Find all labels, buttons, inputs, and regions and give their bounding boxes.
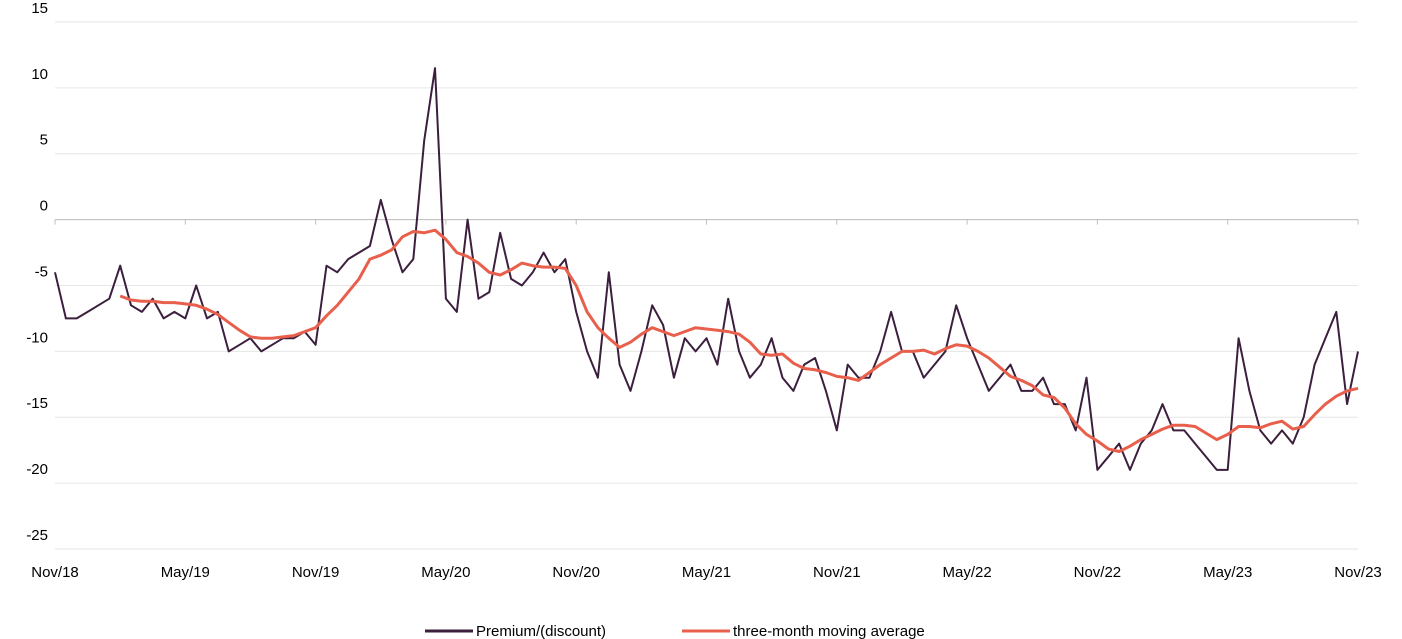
x-tick-label: Nov/20 — [552, 564, 600, 581]
series-line — [54, 67, 1359, 471]
x-tick-label: Nov/19 — [292, 564, 340, 581]
series-line — [119, 228, 1359, 453]
x-tick-label: Nov/21 — [813, 564, 861, 581]
x-tick-label: May/21 — [682, 564, 731, 581]
x-tick-label: Nov/23 — [1334, 564, 1382, 581]
x-tick-label: Nov/22 — [1074, 564, 1122, 581]
y-tick-label: 10 — [31, 66, 48, 83]
x-tick-label: Nov/18 — [31, 564, 79, 581]
x-tick-label: May/23 — [1203, 564, 1252, 581]
x-tick-label: May/22 — [942, 564, 991, 581]
y-tick-label: -25 — [26, 527, 48, 544]
y-tick-label: -5 — [35, 263, 48, 280]
x-tick-label: May/19 — [161, 564, 210, 581]
y-tick-label: -10 — [26, 329, 48, 346]
y-tick-label: -15 — [26, 395, 48, 412]
legend-label: Premium/(discount) — [476, 623, 606, 639]
legend-label: three-month moving average — [733, 623, 925, 639]
y-tick-label: 15 — [31, 0, 48, 17]
y-tick-label: 5 — [40, 132, 48, 149]
y-tick-label: 0 — [40, 198, 48, 215]
y-tick-label: -20 — [26, 461, 48, 478]
x-tick-label: May/20 — [421, 564, 470, 581]
